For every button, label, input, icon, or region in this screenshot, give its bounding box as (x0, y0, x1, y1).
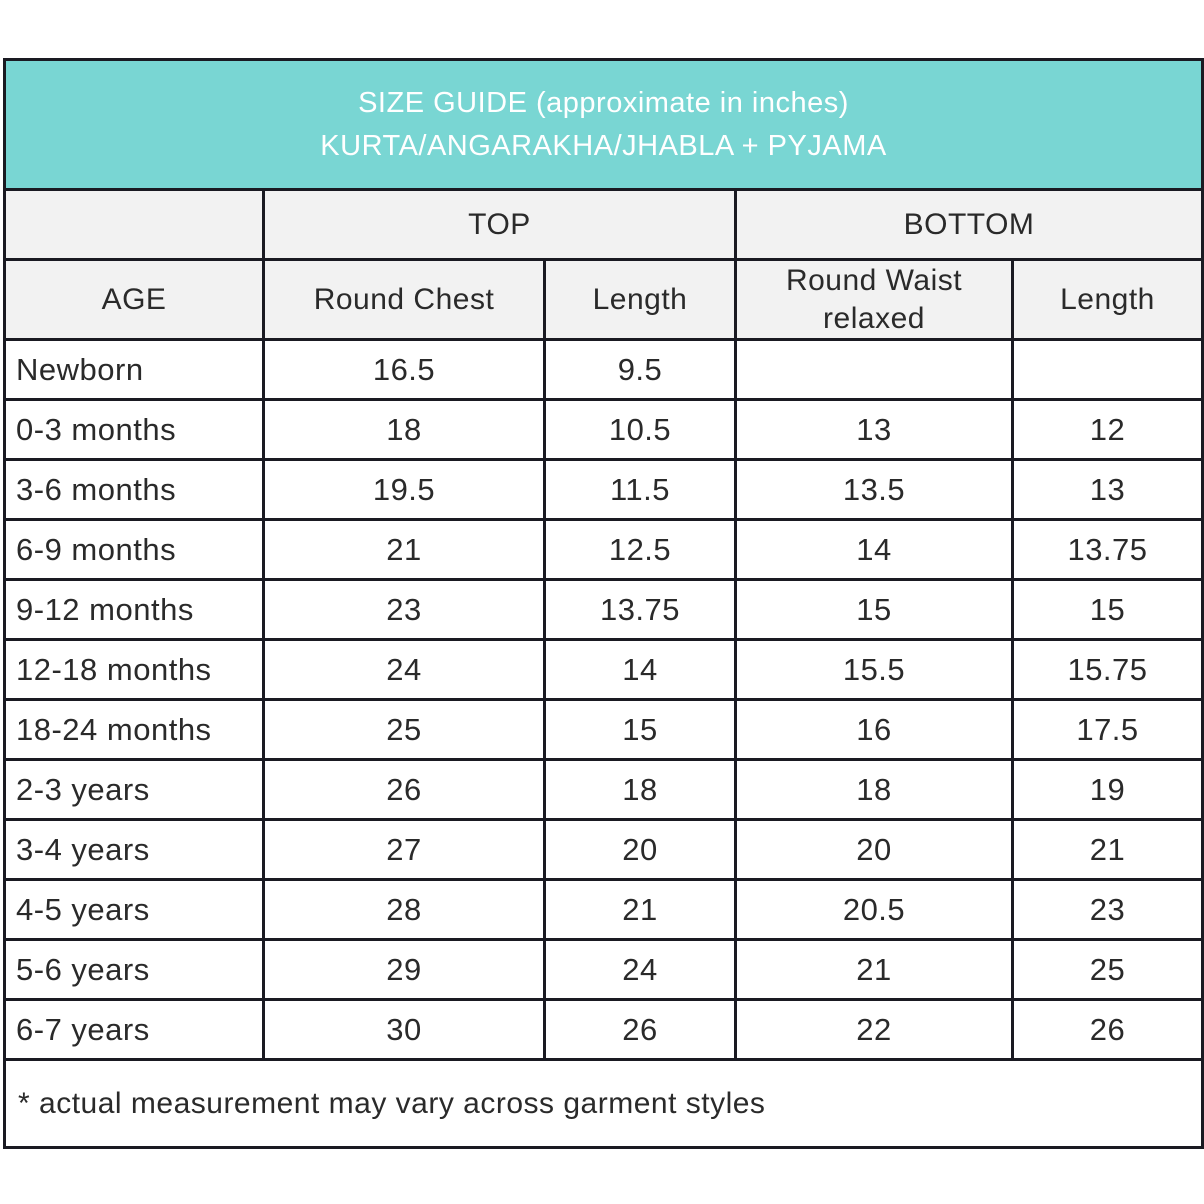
age-cell: 9-12 months (3, 578, 265, 641)
table-row: 18-24 months 25 15 16 17.5 (3, 698, 1204, 761)
top-length-cell: 12.5 (543, 518, 737, 581)
group-header-empty (3, 188, 265, 261)
round-waist-cell: 13.5 (734, 458, 1014, 521)
round-chest-cell: 27 (262, 818, 546, 881)
top-length-cell: 18 (543, 758, 737, 821)
footnote-row: * actual measurement may vary across gar… (3, 1058, 1204, 1149)
round-waist-cell: 13 (734, 398, 1014, 461)
column-header-bottom-length: Length (1011, 258, 1204, 341)
table-row: 6-7 years 30 26 22 26 (3, 998, 1204, 1061)
bottom-length-cell: 23 (1011, 878, 1204, 941)
size-guide-table: SIZE GUIDE (approximate in inches) KURTA… (3, 58, 1204, 1149)
age-cell: Newborn (3, 338, 265, 401)
round-chest-cell: 29 (262, 938, 546, 1001)
round-chest-cell: 26 (262, 758, 546, 821)
round-waist-cell: 18 (734, 758, 1014, 821)
group-header-bottom: BOTTOM (734, 188, 1204, 261)
age-cell: 0-3 months (3, 398, 265, 461)
bottom-length-cell: 17.5 (1011, 698, 1204, 761)
table-row: 5-6 years 29 24 21 25 (3, 938, 1204, 1001)
table-row: 3-6 months 19.5 11.5 13.5 13 (3, 458, 1204, 521)
table-row: 6-9 months 21 12.5 14 13.75 (3, 518, 1204, 581)
round-chest-cell: 16.5 (262, 338, 546, 401)
group-header-top: TOP (262, 188, 737, 261)
round-waist-cell: 15.5 (734, 638, 1014, 701)
title-line-1: SIZE GUIDE (approximate in inches) (358, 87, 849, 120)
round-chest-cell: 23 (262, 578, 546, 641)
top-length-cell: 15 (543, 698, 737, 761)
table-row: 12-18 months 24 14 15.5 15.75 (3, 638, 1204, 701)
group-header-row: TOP BOTTOM (3, 188, 1204, 261)
top-length-cell: 24 (543, 938, 737, 1001)
round-waist-cell: 21 (734, 938, 1014, 1001)
table-row: 3-4 years 27 20 20 21 (3, 818, 1204, 881)
top-length-cell: 10.5 (543, 398, 737, 461)
round-chest-cell: 21 (262, 518, 546, 581)
title-row: SIZE GUIDE (approximate in inches) KURTA… (3, 58, 1204, 191)
age-cell: 6-9 months (3, 518, 265, 581)
top-length-cell: 9.5 (543, 338, 737, 401)
age-cell: 6-7 years (3, 998, 265, 1061)
bottom-length-cell: 21 (1011, 818, 1204, 881)
round-waist-cell: 15 (734, 578, 1014, 641)
column-header-row: AGE Round Chest Length Round Waist relax… (3, 258, 1204, 341)
table-row: 9-12 months 23 13.75 15 15 (3, 578, 1204, 641)
table-row: 0-3 months 18 10.5 13 12 (3, 398, 1204, 461)
top-length-cell: 11.5 (543, 458, 737, 521)
round-waist-cell: 14 (734, 518, 1014, 581)
bottom-length-cell: 13 (1011, 458, 1204, 521)
round-waist-cell: 22 (734, 998, 1014, 1061)
table-row: 4-5 years 28 21 20.5 23 (3, 878, 1204, 941)
bottom-length-cell: 26 (1011, 998, 1204, 1061)
round-waist-cell (734, 338, 1014, 401)
bottom-length-cell: 19 (1011, 758, 1204, 821)
round-chest-cell: 25 (262, 698, 546, 761)
round-waist-cell: 20.5 (734, 878, 1014, 941)
bottom-length-cell: 13.75 (1011, 518, 1204, 581)
age-cell: 2-3 years (3, 758, 265, 821)
round-chest-cell: 24 (262, 638, 546, 701)
age-cell: 5-6 years (3, 938, 265, 1001)
bottom-length-cell (1011, 338, 1204, 401)
table-body: Newborn 16.5 9.5 0-3 months 18 10.5 13 12 3-6 mo… (3, 338, 1204, 1061)
top-length-cell: 21 (543, 878, 737, 941)
top-length-cell: 13.75 (543, 578, 737, 641)
column-header-round-waist: Round Waist relaxed (734, 258, 1014, 341)
top-length-cell: 26 (543, 998, 737, 1061)
age-cell: 3-6 months (3, 458, 265, 521)
round-waist-cell: 16 (734, 698, 1014, 761)
bottom-length-cell: 15.75 (1011, 638, 1204, 701)
table-row: 2-3 years 26 18 18 19 (3, 758, 1204, 821)
round-waist-cell: 20 (734, 818, 1014, 881)
size-guide-title: SIZE GUIDE (approximate in inches) KURTA… (3, 58, 1204, 191)
round-chest-cell: 19.5 (262, 458, 546, 521)
bottom-length-cell: 15 (1011, 578, 1204, 641)
column-header-top-length: Length (543, 258, 737, 341)
round-chest-cell: 18 (262, 398, 546, 461)
top-length-cell: 20 (543, 818, 737, 881)
round-chest-cell: 28 (262, 878, 546, 941)
table-row: Newborn 16.5 9.5 (3, 338, 1204, 401)
bottom-length-cell: 25 (1011, 938, 1204, 1001)
column-header-age: AGE (3, 258, 265, 341)
page-wrapper: SIZE GUIDE (approximate in inches) KURTA… (3, 58, 1204, 1149)
age-cell: 12-18 months (3, 638, 265, 701)
age-cell: 18-24 months (3, 698, 265, 761)
column-header-round-chest: Round Chest (262, 258, 546, 341)
footnote: * actual measurement may vary across gar… (3, 1058, 1204, 1149)
top-length-cell: 14 (543, 638, 737, 701)
age-cell: 3-4 years (3, 818, 265, 881)
bottom-length-cell: 12 (1011, 398, 1204, 461)
title-line-2: KURTA/ANGARAKHA/JHABLA + PYJAMA (320, 129, 887, 162)
round-chest-cell: 30 (262, 998, 546, 1061)
age-cell: 4-5 years (3, 878, 265, 941)
